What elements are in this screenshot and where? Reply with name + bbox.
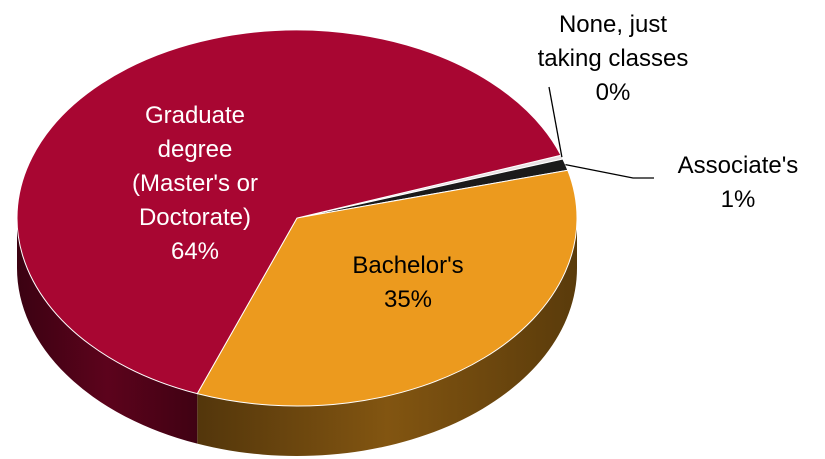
slice-label-bachelor-s: Bachelor's 35% [352, 252, 463, 313]
leader-line-associate-s [565, 163, 654, 179]
slice-label-associate-s: Associate's 1% [678, 152, 799, 213]
slice-label-none-just-taking-classes: None, just taking classes 0% [538, 11, 689, 106]
pie-side-bachelor-s [197, 218, 577, 456]
leader-line-none-just-taking-classes [548, 86, 563, 158]
pie-side-graduate-degree-master-s-or-doctorate [17, 218, 198, 444]
pie-3d-sides [17, 218, 577, 456]
leader-lines [548, 86, 654, 179]
slice-label-graduate-degree-master-s-or-doctorate: Graduate degree (Master's or Doctorate) 64% [132, 102, 258, 265]
pie-slice-graduate-degree-master-s-or-doctorate [16, 29, 562, 395]
pie-slices [16, 29, 578, 407]
slice-labels: Graduate degree (Master's or Doctorate) 64% B… [132, 11, 798, 313]
pie-slice-bachelor-s [196, 169, 578, 407]
